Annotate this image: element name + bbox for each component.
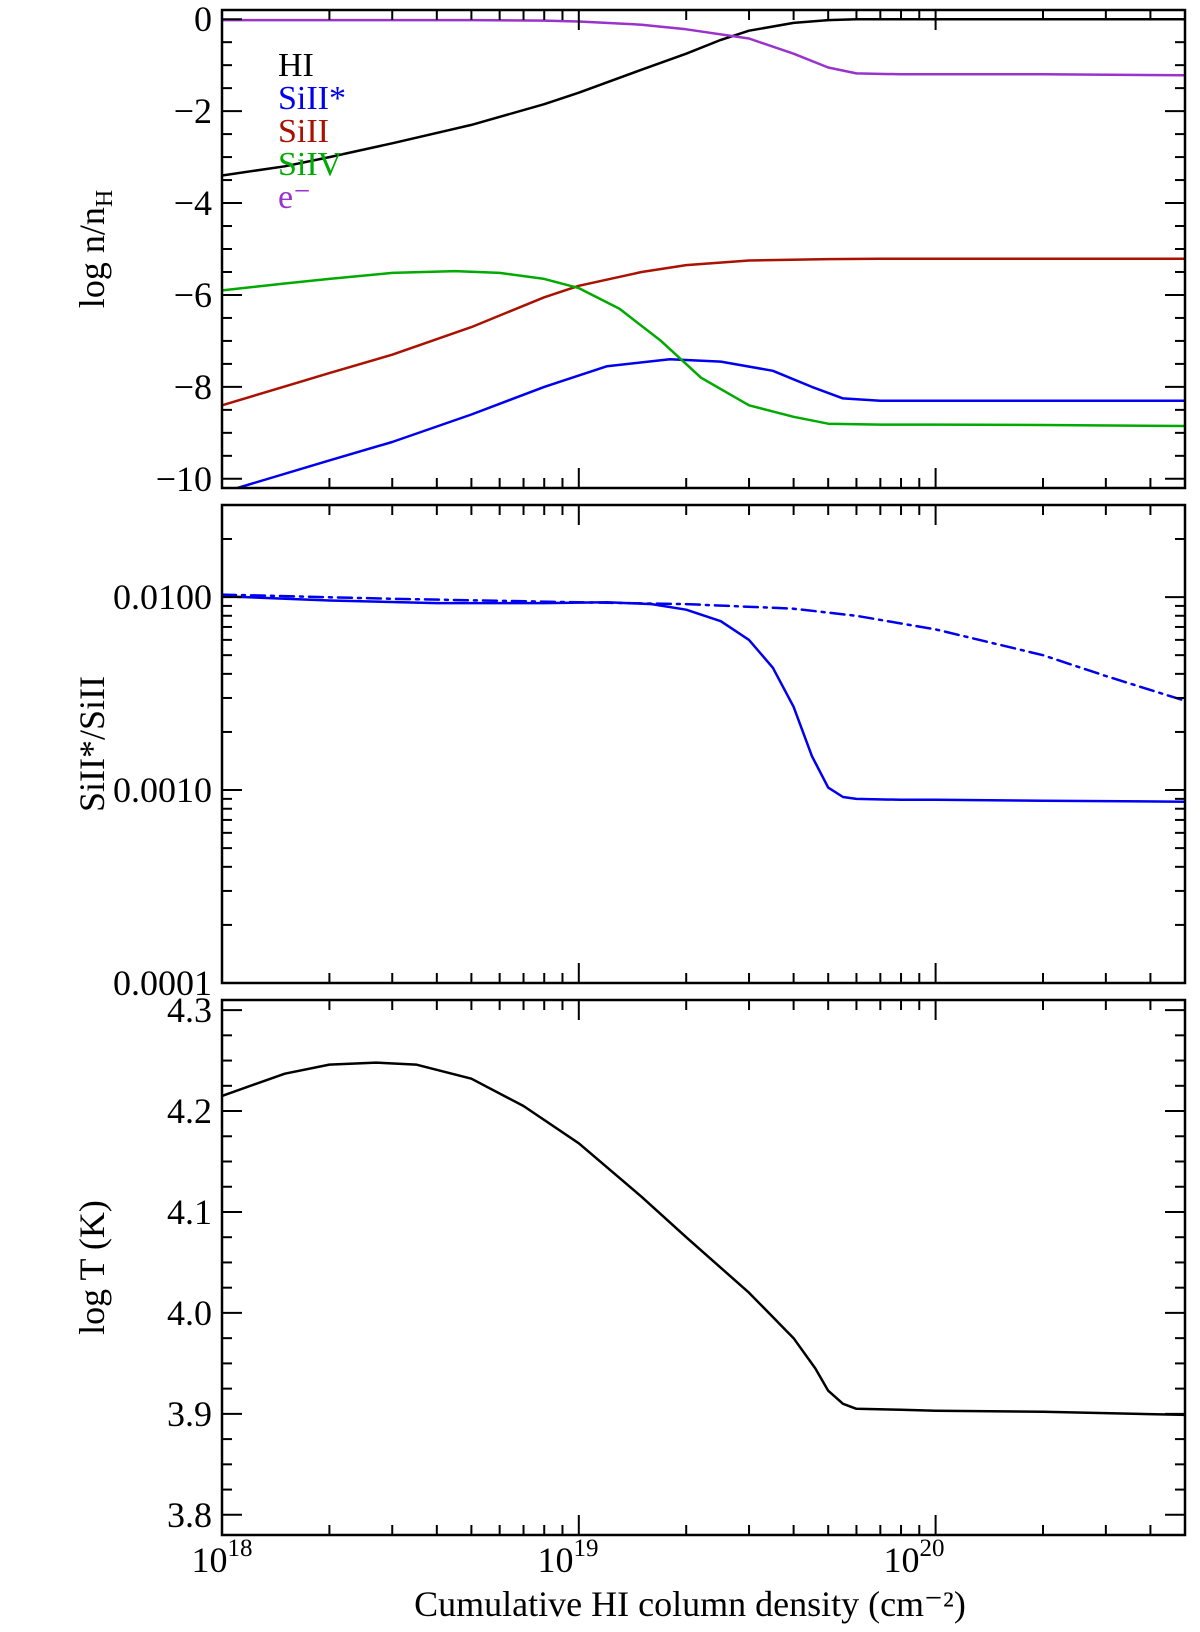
y-tick-label: −4 (174, 183, 212, 223)
series-line-solid-0 (222, 594, 1185, 803)
y-tick-label: 0 (194, 0, 212, 39)
y-tick-label: 3.8 (167, 1495, 212, 1535)
ticks-group: 0.0100 0.0010 0.0001 (113, 504, 1186, 1003)
series-line-e- (222, 18, 1185, 77)
panel-temperature: 4.3 4.2 4.1 4.0 3.9 3.8 log T (K) (72, 990, 1187, 1537)
temperature-series-group (222, 1061, 1185, 1417)
y-tick-label: 4.3 (167, 990, 212, 1030)
series-line-siii- (232, 358, 1185, 488)
y-tick-label: −8 (174, 367, 212, 407)
legend-entry-electron: e⁻ (278, 179, 311, 216)
legend-entry-siii-star: SiII* (278, 80, 346, 117)
y-tick-label: 4.2 (167, 1091, 212, 1131)
ratio-series-group (222, 593, 1185, 803)
y-axis-label: log T (K) (72, 1200, 112, 1335)
y-axis-label: log n/nH (72, 190, 118, 308)
x-tick-label-1e19: 1019 (538, 1535, 599, 1580)
series-line-solid-0 (222, 1061, 1185, 1417)
y-tick-label: 0.0100 (113, 577, 212, 617)
series-line-siiv (222, 269, 1185, 428)
panel-frame (220, 503, 1187, 985)
legend-entry-hi: HI (278, 47, 314, 84)
y-tick-label: 3.9 (167, 1394, 212, 1434)
series-line-hi (222, 17, 1185, 177)
y-tick-label: 4.1 (167, 1192, 212, 1232)
panel-frame (220, 998, 1187, 1537)
legend-entry-siiv: SiIV (278, 146, 343, 183)
legend-entry-siii: SiII (278, 113, 329, 150)
y-tick-label: 0.0001 (113, 963, 212, 1003)
series-line-siii (222, 257, 1185, 407)
x-tick-labels: 1018 1019 1020 (192, 1535, 945, 1580)
panel-species-abundance: 0 −2 −4 −6 −8 −10 log n/nH HI SiII* SiII SiIV… (72, 0, 1187, 499)
x-tick-label-1e20: 1020 (884, 1535, 945, 1580)
x-tick-label-1e18: 1018 (192, 1535, 253, 1580)
panel-silicon-ratio: 0.0100 0.0010 0.0001 SiII*/SiII (72, 503, 1187, 1003)
y-tick-label: 0.0010 (113, 770, 212, 810)
y-tick-label: −2 (174, 91, 212, 131)
ticks-group: 4.3 4.2 4.1 4.0 3.9 3.8 (167, 990, 1186, 1535)
x-axis-label: Cumulative HI column density (cm⁻²) (414, 1584, 966, 1624)
species-series-group (222, 17, 1185, 488)
legend: HI SiII* SiII SiIV e⁻ (278, 47, 346, 216)
ticks-group: 0 −2 −4 −6 −8 −10 (156, 0, 1186, 499)
y-tick-label: 4.0 (167, 1293, 212, 1333)
y-tick-label: −6 (174, 275, 212, 315)
series-line-dash-dot-1 (222, 593, 1185, 703)
y-tick-label: −10 (156, 459, 212, 499)
y-axis-label: SiII*/SiII (72, 676, 112, 812)
